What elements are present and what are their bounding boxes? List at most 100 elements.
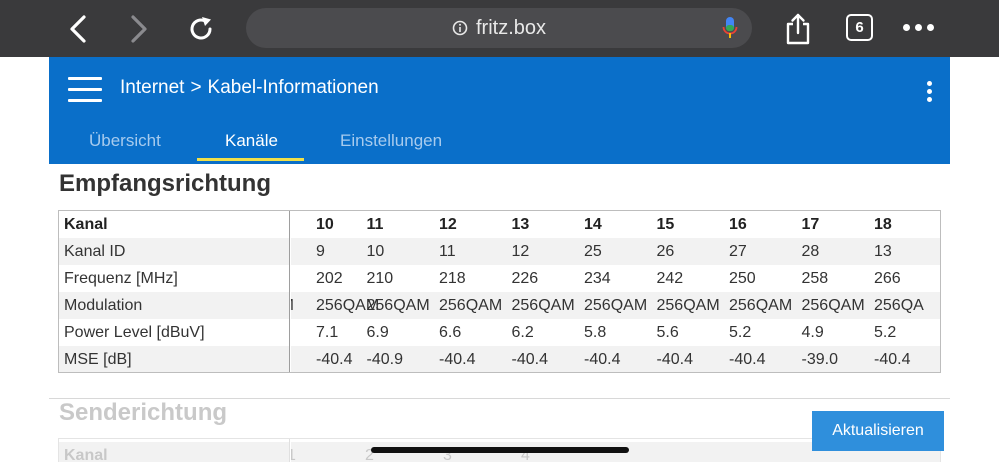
- tab-kanaele[interactable]: Kanäle: [225, 131, 278, 150]
- breadcrumb-separator: >: [190, 77, 202, 98]
- share-icon: [786, 13, 810, 45]
- chevron-left-icon: [70, 15, 86, 43]
- table-cell: 266: [874, 269, 901, 287]
- table-row: 202 210 218 226 234 242 250 258 266: [291, 265, 940, 292]
- tabs-button[interactable]: 6: [846, 14, 873, 41]
- table-cell: 5.8: [584, 323, 607, 341]
- row-label: Kanal ID: [59, 238, 289, 265]
- table-cell: 27: [729, 242, 747, 260]
- channel-scroll-area[interactable]: 10 11 12 13 14 15 16 17 18 9 10 11 12 25 26 27 28 13 202…: [291, 211, 940, 372]
- table-cell: 16: [729, 215, 747, 233]
- table-cell: 210: [366, 269, 394, 287]
- table-cell: 5.6: [656, 323, 679, 341]
- table-cell: -40.9: [366, 350, 403, 368]
- row-label: Kanal: [59, 442, 289, 462]
- row-label: Modulation: [59, 292, 289, 319]
- table-cell: 11: [439, 242, 456, 260]
- url-text: fritz.box: [475, 16, 547, 39]
- row-label: MSE [dB]: [59, 346, 289, 372]
- table-cell: 9: [316, 242, 325, 260]
- forward-button[interactable]: [119, 10, 159, 48]
- table-cell: 13: [511, 215, 530, 233]
- table-cell: 12: [439, 215, 457, 233]
- table-cell: -40.4: [316, 350, 353, 368]
- table-cell: 2: [365, 446, 374, 462]
- row-label-column: Kanal: [59, 439, 290, 462]
- table-cell: 7.1: [316, 323, 339, 341]
- table-cell: 28: [801, 242, 820, 260]
- table-cell: 234: [584, 269, 611, 287]
- table-cell: 4.9: [801, 323, 824, 341]
- table-cell: -40.4: [656, 350, 693, 368]
- table-cell: 256QA: [874, 296, 924, 314]
- more-options-icon[interactable]: [903, 24, 934, 31]
- breadcrumb-parent[interactable]: Internet: [120, 77, 185, 98]
- table-row: M256QAM256QAM256QAM256QAM256QAM256QAM256…: [291, 292, 940, 319]
- table-cell: 6.9: [366, 323, 389, 341]
- table-cell: 256QAM: [584, 296, 648, 314]
- table-row: 7.1 6.9 6.6 6.2 5.8 5.6 5.2 4.9 5.2: [291, 319, 940, 346]
- row-label-column: Kanal Kanal ID Frequenz [MHz] Modulation…: [59, 211, 290, 372]
- downstream-title: Empfangsrichtung: [59, 170, 272, 197]
- table-cell: 6.6: [439, 323, 462, 341]
- table-cell: 11: [366, 215, 384, 233]
- table-cell: 256QAM: [511, 296, 575, 314]
- breadcrumb: Internet > Kabel-Informationen: [120, 77, 379, 99]
- table-cell: 10: [316, 215, 334, 233]
- table-cell: 256QAM: [366, 296, 430, 314]
- table-row: -40.4 -40.9 -40.4 -40.4 -40.4 -40.4 -40.4 -39.0…: [291, 346, 940, 372]
- table-cell-partial: M: [291, 297, 294, 315]
- downstream-table[interactable]: Kanal Kanal ID Frequenz [MHz] Modulation…: [58, 210, 941, 373]
- browser-toolbar: fritz.box 6: [0, 0, 999, 57]
- home-indicator: [371, 447, 629, 453]
- table-cell: -40.4: [584, 350, 621, 368]
- table-cell: 256QAM: [439, 296, 503, 314]
- table-cell: 17: [801, 215, 820, 233]
- table-cell: 18: [874, 215, 892, 233]
- kebab-menu-icon[interactable]: [927, 81, 932, 102]
- table-cell: -40.4: [874, 350, 911, 368]
- table-cell: 12: [511, 242, 530, 260]
- table-cell: 250: [729, 269, 756, 287]
- table-cell: -39.0: [801, 350, 838, 368]
- table-cell: 5.2: [729, 323, 752, 341]
- table-cell: 25: [584, 242, 602, 260]
- upstream-title: Senderichtung: [59, 399, 228, 426]
- chevron-right-icon: [131, 15, 147, 43]
- refresh-button[interactable]: Aktualisieren: [812, 411, 944, 451]
- active-tab-indicator: [197, 158, 304, 161]
- table-cell: 1: [291, 447, 365, 462]
- breadcrumb-current: Kabel-Informationen: [207, 77, 379, 98]
- table-cell: 15: [656, 215, 675, 233]
- table-cell: 256QAM: [656, 296, 720, 314]
- table-cell: 10: [366, 242, 385, 260]
- tab-uebersicht[interactable]: Übersicht: [89, 131, 161, 150]
- table-cell: 14: [584, 215, 602, 233]
- reload-button[interactable]: [181, 10, 221, 48]
- table-cell: 256QAM: [316, 296, 380, 314]
- microphone-icon[interactable]: [722, 16, 738, 46]
- table-cell: 4: [521, 446, 530, 462]
- table-cell: 218: [439, 269, 466, 287]
- info-icon[interactable]: [452, 20, 468, 36]
- tab-einstellungen[interactable]: Einstellungen: [340, 131, 443, 150]
- back-button[interactable]: [58, 10, 98, 48]
- table-cell: 3: [443, 446, 452, 462]
- table-cell: 13: [874, 242, 892, 260]
- table-cell: 256QAM: [801, 296, 865, 314]
- app-header: Internet > Kabel-Informationen Übersicht…: [49, 57, 950, 164]
- table-cell: -40.4: [511, 350, 548, 368]
- table-cell: 226: [511, 269, 539, 287]
- address-bar[interactable]: fritz.box: [246, 8, 752, 48]
- share-button[interactable]: [778, 10, 818, 48]
- table-row: 9 10 11 12 25 26 27 28 13: [291, 238, 940, 265]
- table-cell: 256QAM: [729, 296, 793, 314]
- menu-icon[interactable]: [68, 77, 102, 103]
- table-cell: 242: [656, 269, 684, 287]
- table-cell: 258: [801, 269, 829, 287]
- section-divider: [49, 398, 950, 399]
- table-cell: 5.2: [874, 323, 897, 341]
- row-label: Frequenz [MHz]: [64, 269, 178, 287]
- table-cell: 6.2: [511, 323, 534, 341]
- row-label: Power Level [dBuV]: [64, 323, 205, 341]
